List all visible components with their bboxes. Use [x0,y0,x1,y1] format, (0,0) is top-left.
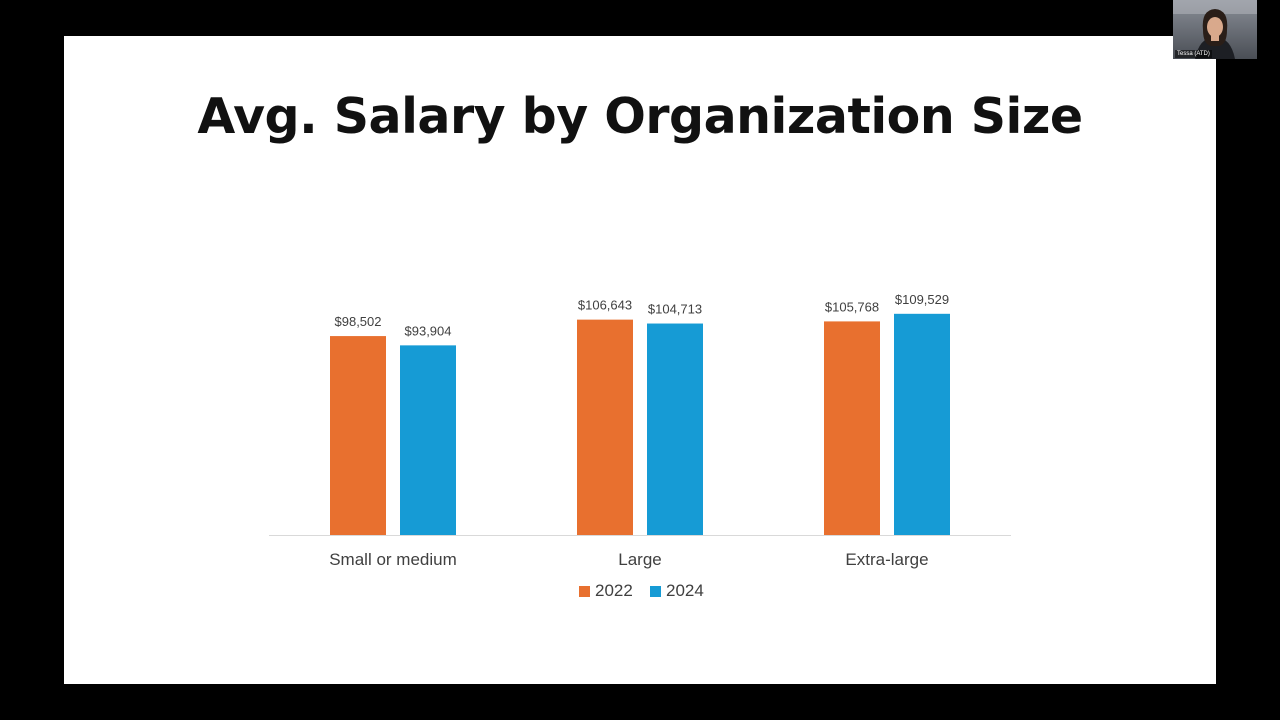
data-label-2022-1: $106,643 [578,298,632,313]
bar-2022-0 [330,336,386,535]
webcam-thumbnail[interactable]: Tessa (ATD) [1173,0,1257,59]
bar-2022-2 [824,321,880,535]
category-label-0: Small or medium [329,550,457,569]
bar-chart: $98,502 $93,904 Small or medium $106,643 $10… [269,292,1011,600]
category-label-2: Extra-large [845,550,928,569]
bar-2022-1 [577,319,633,535]
legend-swatch-2022 [579,586,590,597]
slide-title: Avg. Salary by Organization Size [197,88,1083,145]
data-label-2024-0: $93,904 [405,323,452,338]
category-label-1: Large [618,550,661,569]
legend-label-2022: 2022 [595,581,633,600]
data-label-2022-0: $98,502 [335,314,382,329]
legend-label-2024: 2024 [666,581,704,600]
data-label-2024-2: $109,529 [895,292,949,307]
data-label-2022-2: $105,768 [825,299,879,314]
webcam-participant-name: Tessa (ATD) [1175,50,1212,58]
legend-swatch-2024 [650,586,661,597]
bar-2024-2 [894,313,950,535]
presentation-slide: Avg. Salary by Organization Size $98,502… [64,36,1216,684]
data-label-2024-1: $104,713 [648,302,702,317]
bar-2024-1 [647,323,703,535]
bar-2024-0 [400,345,456,535]
